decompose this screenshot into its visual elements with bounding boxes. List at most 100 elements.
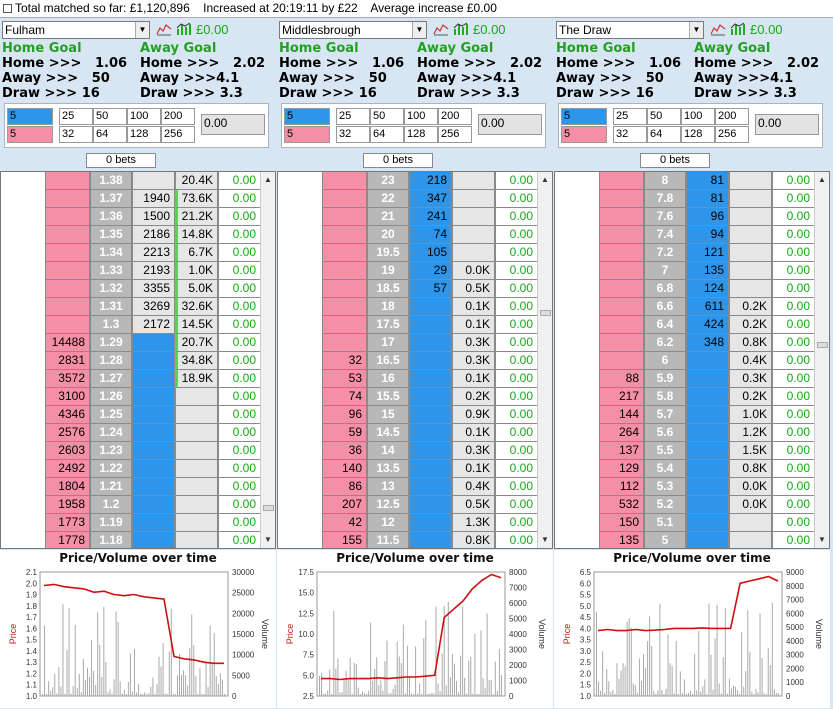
stake-preset-button[interactable]: 256 <box>438 126 472 143</box>
lay-cell[interactable]: 53 <box>322 370 367 388</box>
value-field[interactable]: 0.00 <box>755 114 819 135</box>
back-cell[interactable] <box>409 370 452 388</box>
back-cell[interactable] <box>686 442 729 460</box>
stake-preset-button[interactable]: 32 <box>59 126 93 143</box>
back-cell[interactable] <box>409 352 452 370</box>
scroll-down-icon[interactable]: ▼ <box>264 535 272 544</box>
lay-cell[interactable] <box>599 334 644 352</box>
stake-preset-button[interactable]: 200 <box>161 108 195 125</box>
back-cell[interactable]: 3269 <box>132 298 175 316</box>
back-cell[interactable]: 611 <box>686 298 729 316</box>
back-cell[interactable]: 57 <box>409 280 452 298</box>
lay-cell[interactable] <box>599 298 644 316</box>
lay-cell[interactable] <box>322 208 367 226</box>
lay-cell[interactable]: 36 <box>322 442 367 460</box>
selection-dropdown[interactable]: Middlesbrough ▼ <box>279 21 427 39</box>
back-cell[interactable] <box>686 424 729 442</box>
back-cell[interactable] <box>409 460 452 478</box>
lay-cell[interactable]: 3100 <box>45 388 90 406</box>
back-cell[interactable]: 1940 <box>132 190 175 208</box>
lay-cell[interactable] <box>322 316 367 334</box>
lay-cell[interactable]: 96 <box>322 406 367 424</box>
chevron-down-icon[interactable]: ▼ <box>412 22 426 38</box>
lay-cell[interactable]: 2831 <box>45 352 90 370</box>
lay-cell[interactable] <box>322 262 367 280</box>
chevron-down-icon[interactable]: ▼ <box>135 22 149 38</box>
ladder-scrollbar[interactable]: ▲ ▼ <box>260 172 275 548</box>
lay-cell[interactable]: 144 <box>599 406 644 424</box>
scroll-down-icon[interactable]: ▼ <box>541 535 549 544</box>
back-cell[interactable]: 2186 <box>132 226 175 244</box>
back-cell[interactable]: 348 <box>686 334 729 352</box>
lay-cell[interactable] <box>599 172 644 190</box>
lay-cell[interactable]: 59 <box>322 424 367 442</box>
lay-cell[interactable] <box>322 244 367 262</box>
stake-preset-button[interactable]: 50 <box>647 108 681 125</box>
bets-button[interactable]: 0 bets <box>86 153 156 168</box>
back-cell[interactable]: 74 <box>409 226 452 244</box>
back-cell[interactable] <box>409 298 452 316</box>
back-cell[interactable] <box>686 388 729 406</box>
lay-cell[interactable] <box>599 280 644 298</box>
back-cell[interactable] <box>409 406 452 424</box>
back-cell[interactable]: 135 <box>686 262 729 280</box>
stake-preset-button[interactable]: 256 <box>161 126 195 143</box>
line-chart-icon[interactable] <box>710 22 726 36</box>
scroll-thumb[interactable] <box>540 310 551 316</box>
stake-preset-button[interactable]: 100 <box>681 108 715 125</box>
lay-cell[interactable]: 74 <box>322 388 367 406</box>
lay-cell[interactable] <box>45 298 90 316</box>
stake-preset-button[interactable]: 64 <box>93 126 127 143</box>
matched-checkbox[interactable] <box>3 4 12 13</box>
value-field[interactable]: 0.00 <box>201 114 265 135</box>
lay-cell[interactable] <box>599 262 644 280</box>
chevron-down-icon[interactable]: ▼ <box>689 22 703 38</box>
back-cell[interactable] <box>686 406 729 424</box>
back-cell[interactable]: 105 <box>409 244 452 262</box>
lay-cell[interactable]: 42 <box>322 514 367 532</box>
stake-preset-button[interactable]: 32 <box>613 126 647 143</box>
lay-cell[interactable]: 112 <box>599 478 644 496</box>
back-cell[interactable] <box>409 316 452 334</box>
lay-cell[interactable]: 14488 <box>45 334 90 352</box>
back-cell[interactable]: 96 <box>686 208 729 226</box>
back-cell[interactable] <box>686 460 729 478</box>
stake-preset-button[interactable]: 32 <box>336 126 370 143</box>
lay-cell[interactable] <box>45 190 90 208</box>
lay-cell[interactable] <box>45 262 90 280</box>
lay-cell[interactable]: 129 <box>599 460 644 478</box>
stake-preset-button[interactable]: 200 <box>438 108 472 125</box>
lay-cell[interactable]: 137 <box>599 442 644 460</box>
lay-cell[interactable] <box>599 226 644 244</box>
back-cell[interactable] <box>409 514 452 532</box>
stake-preset-button[interactable]: 256 <box>715 126 749 143</box>
stake-preset-button[interactable]: 64 <box>647 126 681 143</box>
back-cell[interactable]: 3355 <box>132 280 175 298</box>
back-cell[interactable] <box>132 388 175 406</box>
back-cell[interactable] <box>686 478 729 496</box>
back-cell[interactable] <box>132 532 175 548</box>
scroll-thumb[interactable] <box>817 342 828 348</box>
back-cell[interactable] <box>132 442 175 460</box>
back-stake-input[interactable]: 5 <box>561 108 607 125</box>
stake-preset-button[interactable]: 50 <box>93 108 127 125</box>
bar-chart-icon[interactable] <box>453 22 469 36</box>
stake-preset-button[interactable]: 25 <box>59 108 93 125</box>
selection-dropdown[interactable]: The Draw ▼ <box>556 21 704 39</box>
ladder-scrollbar[interactable]: ▲ ▼ <box>537 172 552 548</box>
selection-dropdown[interactable]: Fulham ▼ <box>2 21 150 39</box>
back-cell[interactable] <box>132 496 175 514</box>
bar-chart-icon[interactable] <box>176 22 192 36</box>
lay-cell[interactable]: 2576 <box>45 424 90 442</box>
lay-cell[interactable]: 150 <box>599 514 644 532</box>
back-cell[interactable]: 2172 <box>132 316 175 334</box>
back-cell[interactable] <box>686 532 729 548</box>
stake-preset-button[interactable]: 50 <box>370 108 404 125</box>
back-cell[interactable] <box>686 496 729 514</box>
back-cell[interactable] <box>132 514 175 532</box>
stake-preset-button[interactable]: 200 <box>715 108 749 125</box>
scroll-up-icon[interactable]: ▲ <box>818 175 826 184</box>
back-cell[interactable]: 2193 <box>132 262 175 280</box>
back-cell[interactable] <box>132 172 175 190</box>
lay-stake-input[interactable]: 5 <box>561 126 607 143</box>
